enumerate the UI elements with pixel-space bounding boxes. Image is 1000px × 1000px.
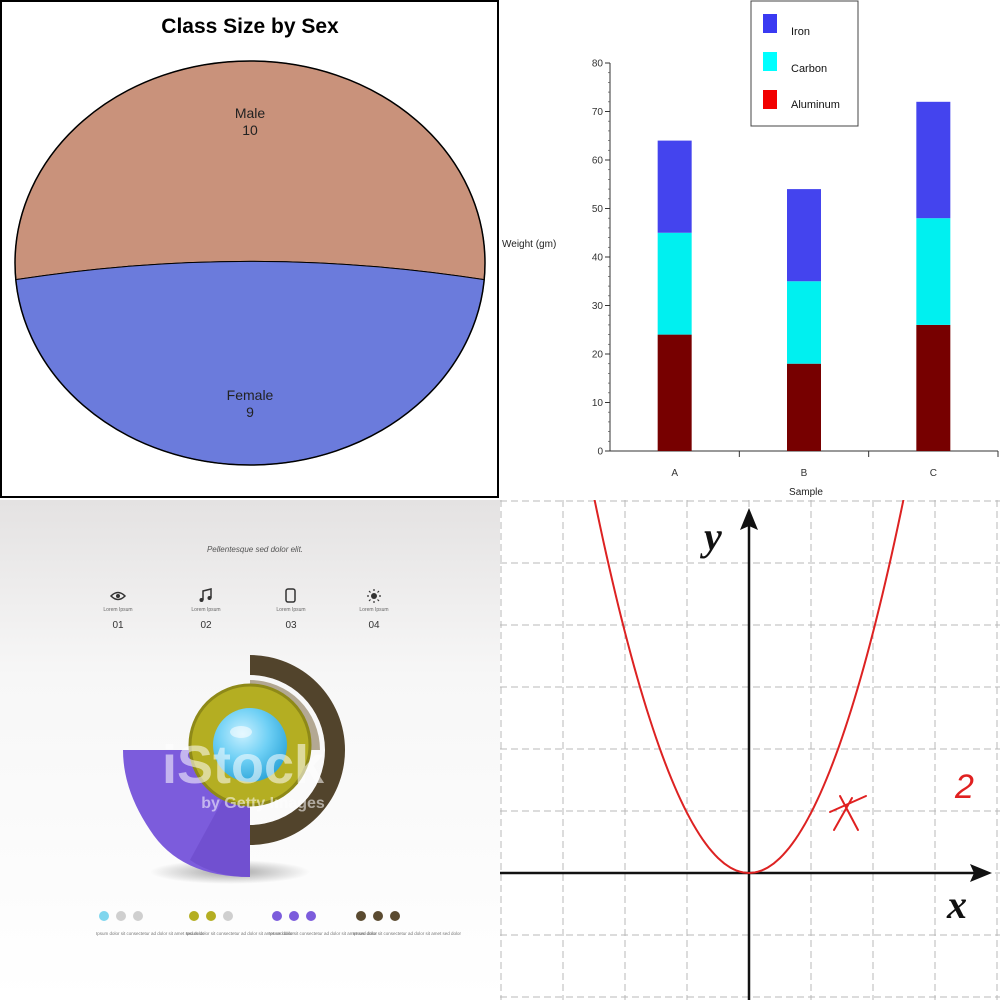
legend-label-carbon: Carbon <box>791 63 827 75</box>
sun-icon <box>367 589 381 603</box>
step-4: Lorem Ipsum 04 <box>359 589 389 631</box>
bar-segment-iron-a <box>657 140 692 233</box>
eye-icon <box>109 591 127 601</box>
legend-text-4: Ipsum dolor sit consectetur ad dolor sit… <box>353 931 462 936</box>
watermark-subtext: by Getty Images <box>201 795 325 812</box>
bar-ylabel: Weight (gm) <box>502 239 556 250</box>
legend-text-2: Ipsum dolor sit consectetur ad dolor sit… <box>186 931 295 936</box>
legend-label-aluminum: Aluminum <box>791 99 840 111</box>
y-axis-arrow <box>740 508 758 530</box>
step-1: Lorem Ipsum 01 <box>103 591 133 631</box>
bar-y-tick-label: 80 <box>592 59 604 70</box>
pie-chart-panel: Class Size by Sex Male 10 Female 9 <box>0 0 499 498</box>
pie-outline <box>14 60 486 466</box>
bar-segment-iron-b <box>787 189 821 282</box>
legend-label-iron: Iron <box>791 26 810 38</box>
olive-ring-edge <box>188 683 312 807</box>
step-4-caption: Lorem Ipsum <box>359 607 388 613</box>
step-3-number: 03 <box>285 620 297 631</box>
bar-y-tick-label: 30 <box>592 301 604 312</box>
bar-segment-carbon-c <box>916 218 951 325</box>
bar-xlabel: Sample <box>789 487 823 498</box>
parabola-panel: x y 2 <box>500 500 1000 1000</box>
bar-y-tick-label: 0 <box>597 447 603 458</box>
step-2-caption: Lorem Ipsum <box>191 607 220 613</box>
bar-category-label: B <box>801 468 808 479</box>
bar-y-tick-label: 70 <box>592 107 604 118</box>
pie-label-male: Male <box>235 105 266 121</box>
ball-highlight <box>230 726 252 738</box>
bar-bars <box>657 101 951 451</box>
infographic-heading: Pellentesque sed dolor elit. <box>207 545 303 554</box>
infographic-panel: Pellentesque sed dolor elit. Lorem Ipsum… <box>0 500 500 1000</box>
parabola-axes <box>500 508 992 1000</box>
bar-category-label: C <box>930 468 937 479</box>
pie-label-female: Female <box>227 387 274 403</box>
step-2: Lorem Ipsum 02 <box>191 588 221 631</box>
radial-infographic <box>123 655 345 884</box>
bar-segment-aluminum-c <box>916 324 951 451</box>
bar-segment-carbon-b <box>787 281 821 364</box>
bar-y-tick-label: 60 <box>592 156 604 167</box>
music-note-icon <box>199 588 212 602</box>
annotation-number: 2 <box>954 768 974 806</box>
step-1-caption: Lorem Ipsum <box>103 607 132 613</box>
bar-category-label: A <box>671 468 678 479</box>
legend-group-cyan: Ipsum dolor sit consectetur ad dolor sit… <box>96 911 205 936</box>
step-3: Lorem Ipsum 03 <box>276 588 306 631</box>
bar-segment-aluminum-a <box>657 334 692 451</box>
brown-ring-shade <box>250 655 345 845</box>
legend-swatch-aluminum <box>763 90 777 109</box>
legend-text-3: Ipsum dolor sit consectetur ad dolor sit… <box>269 931 378 936</box>
legend-group-brown: Ipsum dolor sit consectetur ad dolor sit… <box>353 911 462 936</box>
tablet-icon <box>285 588 296 603</box>
brown-ring-segment <box>250 655 345 845</box>
bar-y-tick-label: 20 <box>592 350 604 361</box>
y-axis-label: y <box>700 514 722 559</box>
bar-y-tick-label: 40 <box>592 253 604 264</box>
bar-legend: Iron Carbon Aluminum <box>750 0 859 127</box>
step-3-caption: Lorem Ipsum <box>276 607 305 613</box>
bar-segment-iron-c <box>916 101 951 219</box>
pie-slices <box>14 60 486 466</box>
legend-group-purple: Ipsum dolor sit consectetur ad dolor sit… <box>269 911 378 936</box>
legend-swatch-carbon <box>763 52 777 71</box>
watermark-text: iStock <box>162 735 325 795</box>
bar-segment-carbon-a <box>657 232 692 335</box>
legend-swatch-iron <box>763 14 777 33</box>
pie-value-male: 10 <box>242 122 258 138</box>
pie-title: Class Size by Sex <box>161 15 339 38</box>
handwritten-mark <box>829 795 867 831</box>
step-2-number: 02 <box>200 620 212 631</box>
pie-value-female: 9 <box>246 404 254 420</box>
parabola-curve <box>593 500 905 875</box>
legend-text-1: Ipsum dolor sit consectetur ad dolor sit… <box>96 931 205 936</box>
bar-y-tick-label: 50 <box>592 204 604 215</box>
legend-group-olive: Ipsum dolor sit consectetur ad dolor sit… <box>186 911 295 936</box>
step-4-number: 04 <box>368 620 380 631</box>
x-axis-arrow <box>970 864 992 882</box>
x-axis-label: x <box>946 882 967 927</box>
cyan-center-ball <box>213 708 287 782</box>
bar-segment-aluminum-b <box>787 363 821 451</box>
step-1-number: 01 <box>112 620 124 631</box>
bar-y-tick-label: 10 <box>592 398 604 409</box>
